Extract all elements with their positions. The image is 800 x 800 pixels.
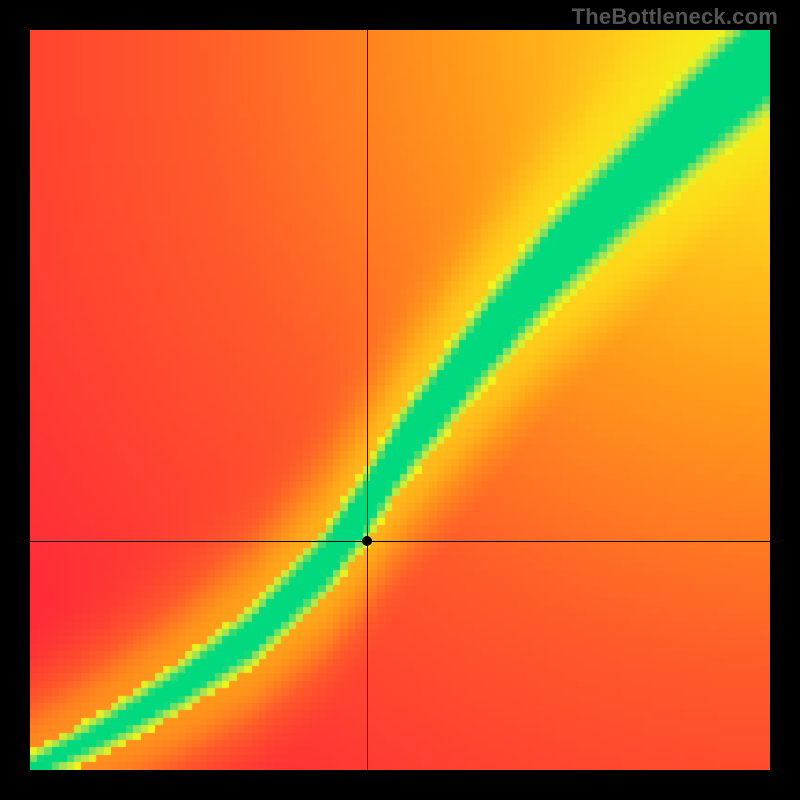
crosshair-horizontal (30, 541, 770, 542)
heatmap-chart (30, 30, 770, 770)
watermark-text: TheBottleneck.com (572, 4, 778, 30)
crosshair-vertical (367, 30, 368, 770)
heatmap-canvas (30, 30, 770, 770)
data-point-marker (362, 536, 372, 546)
